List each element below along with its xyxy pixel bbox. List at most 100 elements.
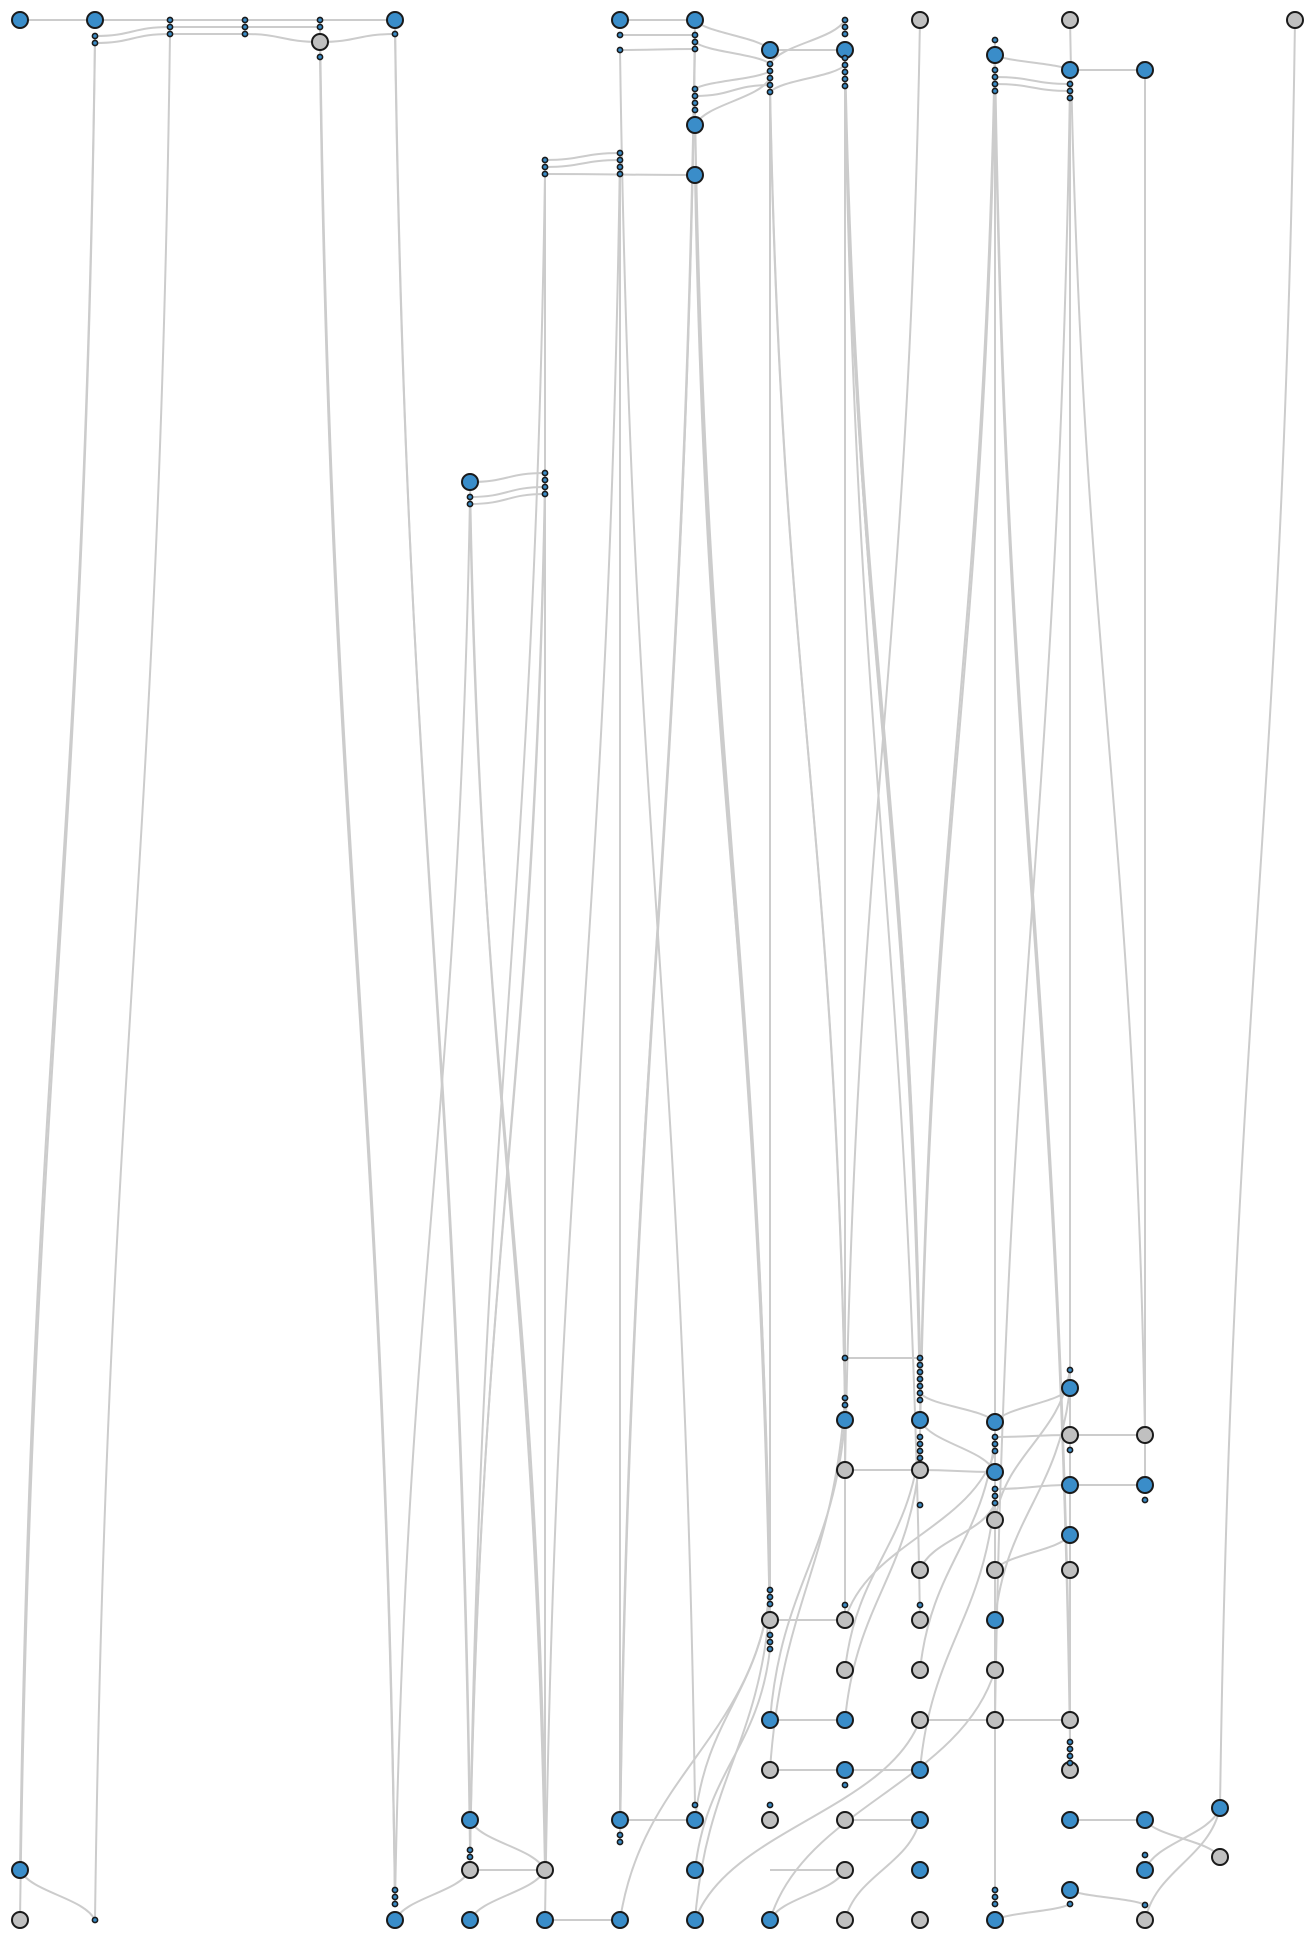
node-blue[interactable] [686, 1861, 704, 1879]
node-blue[interactable] [461, 1911, 479, 1929]
node-blue[interactable] [686, 166, 704, 184]
junction-dot [166, 16, 174, 24]
node-gray[interactable] [1136, 1426, 1154, 1444]
node-blue[interactable] [1211, 1799, 1229, 1817]
edge [469, 472, 546, 483]
node-gray[interactable] [911, 1461, 929, 1479]
node-gray[interactable] [836, 1661, 854, 1679]
junction-dot [691, 31, 699, 39]
node-gray[interactable] [986, 1711, 1004, 1729]
node-gray[interactable] [1061, 1561, 1079, 1579]
node-blue[interactable] [611, 11, 629, 29]
edge [469, 486, 546, 498]
node-gray[interactable] [836, 1861, 854, 1879]
edge [319, 33, 396, 43]
node-blue[interactable] [386, 11, 404, 29]
junction-dot [991, 36, 999, 44]
node-blue[interactable] [986, 1413, 1004, 1431]
node-gray[interactable] [911, 1561, 929, 1579]
node-gray[interactable] [761, 1811, 779, 1829]
node-gray[interactable] [1061, 1426, 1079, 1444]
edge [694, 19, 771, 51]
node-gray[interactable] [1061, 11, 1079, 29]
node-blue[interactable] [1061, 1811, 1079, 1829]
junction-dot [766, 81, 774, 89]
node-gray[interactable] [536, 1861, 554, 1879]
edge [94, 33, 171, 44]
node-gray[interactable] [836, 1911, 854, 1929]
node-blue[interactable] [1136, 1811, 1154, 1829]
junction-dot [1141, 1496, 1149, 1504]
node-gray[interactable] [1136, 1911, 1154, 1929]
node-blue[interactable] [986, 1463, 1004, 1481]
node-gray[interactable] [761, 1761, 779, 1779]
node-gray[interactable] [911, 1911, 929, 1929]
node-gray[interactable] [986, 1511, 1004, 1529]
node-blue[interactable] [986, 1911, 1004, 1929]
node-blue[interactable] [836, 1761, 854, 1779]
node-blue[interactable] [761, 1711, 779, 1729]
node-gray[interactable] [836, 1461, 854, 1479]
junction-dot [766, 67, 774, 75]
node-blue[interactable] [1061, 1379, 1079, 1397]
node-blue[interactable] [611, 1811, 629, 1829]
node-blue[interactable] [386, 1911, 404, 1929]
node-blue[interactable] [836, 1411, 854, 1429]
node-blue[interactable] [536, 1911, 554, 1929]
node-gray[interactable] [1211, 1848, 1229, 1866]
edge [769, 19, 846, 65]
node-blue[interactable] [86, 11, 104, 29]
node-blue[interactable] [911, 1761, 929, 1779]
node-blue[interactable] [911, 1861, 929, 1879]
node-gray[interactable] [311, 33, 329, 51]
junction-dot [766, 88, 774, 96]
node-gray[interactable] [986, 1661, 1004, 1679]
node-blue[interactable] [761, 1911, 779, 1929]
node-blue[interactable] [911, 1411, 929, 1429]
node-blue[interactable] [761, 41, 779, 59]
junction-dot [616, 149, 624, 157]
node-gray[interactable] [911, 1711, 929, 1729]
node-blue[interactable] [1061, 61, 1079, 79]
node-gray[interactable] [836, 1611, 854, 1629]
edge [94, 33, 171, 1921]
junction-dot [391, 30, 399, 38]
junction-dot [166, 23, 174, 31]
node-blue[interactable] [1136, 61, 1154, 79]
edge [694, 1648, 771, 1871]
edge [694, 124, 771, 1636]
node-gray[interactable] [911, 1611, 929, 1629]
edge [844, 1450, 996, 1621]
junction-dot [841, 30, 849, 38]
node-blue[interactable] [461, 473, 479, 491]
node-gray[interactable] [1286, 11, 1304, 29]
node-gray[interactable] [1061, 1711, 1079, 1729]
node-blue[interactable] [986, 1611, 1004, 1629]
node-blue[interactable] [1136, 1476, 1154, 1494]
node-gray[interactable] [461, 1861, 479, 1879]
node-blue[interactable] [1061, 1526, 1079, 1544]
node-gray[interactable] [11, 1911, 29, 1929]
node-gray[interactable] [836, 1811, 854, 1829]
junction-dot [1066, 1752, 1074, 1760]
node-blue[interactable] [1061, 1476, 1079, 1494]
node-blue[interactable] [1136, 1861, 1154, 1879]
node-blue[interactable] [461, 1811, 479, 1829]
node-gray[interactable] [911, 1661, 929, 1679]
node-blue[interactable] [11, 11, 29, 29]
node-blue[interactable] [986, 46, 1004, 64]
node-blue[interactable] [911, 1811, 929, 1829]
node-gray[interactable] [911, 11, 929, 29]
node-blue[interactable] [686, 11, 704, 29]
node-gray[interactable] [761, 1611, 779, 1629]
node-gray[interactable] [986, 1561, 1004, 1579]
node-blue[interactable] [686, 116, 704, 134]
node-blue[interactable] [686, 1811, 704, 1829]
node-blue[interactable] [836, 1711, 854, 1729]
node-blue[interactable] [686, 1911, 704, 1929]
node-blue[interactable] [11, 1861, 29, 1879]
junction-dot [991, 80, 999, 88]
junction-dot [991, 66, 999, 74]
node-blue[interactable] [611, 1911, 629, 1929]
node-blue[interactable] [1061, 1881, 1079, 1899]
